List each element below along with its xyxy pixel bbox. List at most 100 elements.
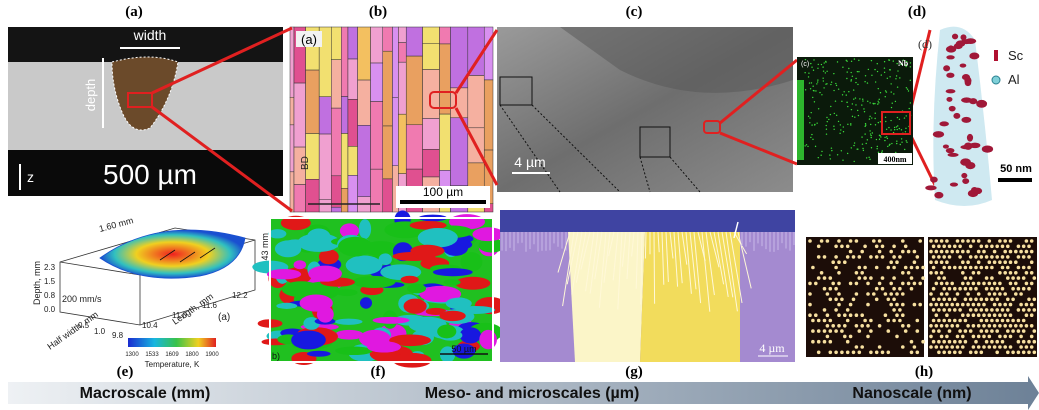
particle xyxy=(990,265,994,270)
grain xyxy=(293,184,306,213)
eds-dot xyxy=(811,66,813,68)
particle xyxy=(1027,265,1031,270)
grain xyxy=(291,330,326,350)
particle xyxy=(966,324,970,328)
grain xyxy=(409,220,447,230)
particle xyxy=(971,334,976,339)
eds-dot xyxy=(896,62,898,65)
eds-dot xyxy=(830,81,833,83)
particle xyxy=(968,265,973,270)
eds-dot xyxy=(820,154,822,156)
precipitate xyxy=(951,33,959,40)
particle xyxy=(1016,318,1021,323)
eds-dot xyxy=(864,125,866,128)
particle xyxy=(931,329,936,333)
grain xyxy=(378,253,392,266)
particle xyxy=(961,239,965,243)
eds-dot xyxy=(825,133,828,135)
particle xyxy=(848,313,853,318)
tick-label: 0.0 xyxy=(44,305,56,314)
precipitate xyxy=(981,145,994,153)
particle xyxy=(1016,339,1021,344)
particle xyxy=(990,318,994,323)
particle xyxy=(915,255,920,259)
particle xyxy=(834,350,838,355)
particle xyxy=(931,255,936,259)
particle xyxy=(816,255,821,259)
eds-strip xyxy=(797,80,804,160)
eds-dot xyxy=(889,76,891,78)
depth-label: depth xyxy=(83,79,98,112)
particle xyxy=(974,308,978,312)
dendrite xyxy=(575,231,587,283)
particle xyxy=(1016,265,1021,270)
scale-label: 500 µm xyxy=(103,159,197,190)
particle xyxy=(1029,334,1034,339)
particle xyxy=(979,318,984,323)
eds-dot xyxy=(829,154,831,156)
particle xyxy=(1011,350,1015,355)
eds-dot xyxy=(864,123,867,125)
grain xyxy=(370,101,383,170)
particle xyxy=(1032,276,1037,280)
eds-dot xyxy=(836,61,839,63)
precipitate xyxy=(963,142,973,150)
nanoscale-panel xyxy=(806,237,1037,357)
precipitate xyxy=(949,182,959,187)
legend-label: Al xyxy=(1008,72,1020,87)
particle xyxy=(874,297,879,302)
particle xyxy=(869,276,873,280)
particle xyxy=(953,286,957,291)
eds-dot xyxy=(854,116,856,118)
grain xyxy=(357,79,371,126)
particle xyxy=(1024,313,1029,318)
particle xyxy=(1027,297,1031,302)
particle xyxy=(906,281,911,286)
scale-text: Nanoscale (nm) xyxy=(852,385,971,402)
particle xyxy=(874,286,879,291)
legend-swatch xyxy=(994,50,998,61)
eds-dot xyxy=(840,150,843,152)
eds-dot xyxy=(850,108,853,111)
particle xyxy=(845,339,850,344)
eds-dot xyxy=(878,98,880,101)
eds-dot xyxy=(868,118,871,120)
length-label: 1.60 mm xyxy=(98,215,134,234)
particle xyxy=(966,292,970,296)
particle xyxy=(886,265,891,270)
grain xyxy=(331,175,342,208)
grain xyxy=(422,118,440,150)
particle xyxy=(860,324,864,328)
particle xyxy=(854,313,859,318)
eds-dot xyxy=(874,112,876,114)
particle xyxy=(950,281,954,286)
eds-dot xyxy=(906,141,908,143)
particle xyxy=(966,313,970,318)
dendrite xyxy=(566,231,579,285)
particle xyxy=(982,334,986,339)
particle xyxy=(857,329,862,333)
scale-label: 4 µm xyxy=(759,341,785,355)
scale-box xyxy=(878,153,912,164)
eds-dot xyxy=(896,86,899,88)
frame xyxy=(269,217,494,363)
eds-dot xyxy=(804,72,806,74)
particle xyxy=(953,265,957,270)
dendrite xyxy=(713,231,725,285)
particle xyxy=(1029,271,1034,275)
particle xyxy=(1006,297,1010,302)
particle xyxy=(998,239,1002,243)
grain xyxy=(335,329,364,340)
particle xyxy=(984,297,989,302)
eds-dot xyxy=(892,131,895,134)
particle xyxy=(901,281,905,286)
particle xyxy=(848,281,853,286)
dendrite xyxy=(681,231,688,265)
tick-label: 9.8 xyxy=(112,331,124,340)
particle xyxy=(947,244,952,249)
particle xyxy=(903,244,908,249)
particle xyxy=(998,281,1002,286)
particle xyxy=(1024,324,1029,328)
eds-dot xyxy=(893,126,896,129)
